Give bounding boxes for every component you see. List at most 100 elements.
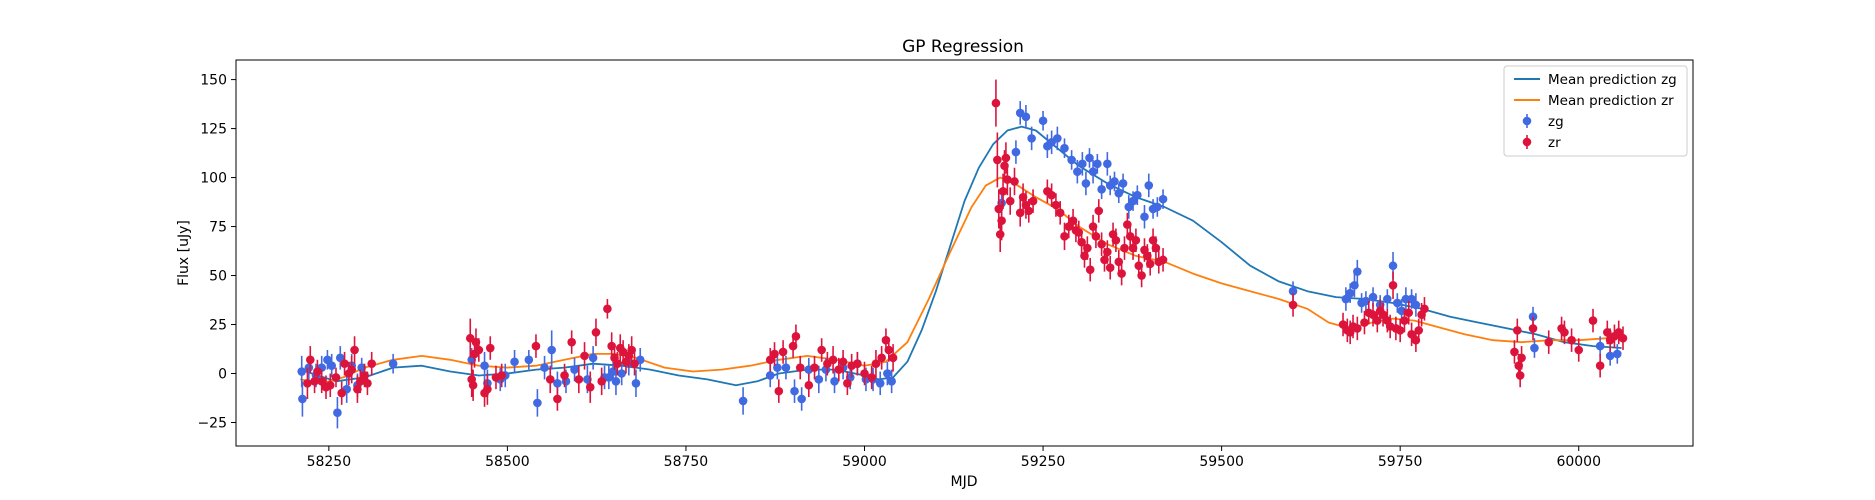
- legend-label: zr: [1548, 135, 1561, 151]
- marker: [1088, 167, 1098, 176]
- y-tick-label: 0: [218, 367, 227, 383]
- marker: [1055, 208, 1065, 218]
- marker: [1158, 194, 1168, 204]
- marker: [1028, 196, 1038, 206]
- data-point-zr: [1517, 346, 1526, 370]
- marker: [1024, 206, 1034, 216]
- data-point-zr: [1618, 326, 1628, 350]
- x-tick-label: 59750: [1378, 454, 1423, 470]
- data-point-zr: [867, 365, 876, 390]
- marker: [1021, 112, 1031, 122]
- data-point-zr: [843, 371, 852, 396]
- marker: [770, 349, 779, 359]
- data-point-zr: [303, 367, 312, 399]
- x-tick-label: 58250: [307, 454, 352, 470]
- data-point-zg: [1158, 189, 1168, 209]
- marker: [1530, 343, 1539, 353]
- y-tick-label: 150: [200, 73, 227, 89]
- data-point-zr: [1288, 293, 1298, 317]
- marker: [814, 375, 824, 384]
- marker: [1288, 300, 1298, 310]
- data-point-zg: [738, 387, 748, 415]
- data-point-zr: [1595, 353, 1605, 378]
- marker: [617, 369, 626, 378]
- data-point-zr: [367, 351, 377, 376]
- data-point-zr: [1055, 201, 1065, 225]
- data-point-zg: [1411, 293, 1421, 317]
- data-point-zr: [1414, 318, 1424, 343]
- data-point-zg: [547, 330, 556, 370]
- marker: [875, 378, 885, 388]
- marker: [497, 371, 506, 380]
- marker: [1097, 239, 1106, 249]
- marker: [1111, 235, 1121, 245]
- data-point-zr: [1567, 328, 1576, 352]
- marker: [553, 394, 562, 404]
- marker: [483, 384, 492, 394]
- data-point-zr: [1158, 248, 1168, 272]
- marker: [1567, 335, 1576, 345]
- data-point-zr: [1097, 232, 1106, 256]
- marker: [1528, 324, 1538, 333]
- marker: [797, 394, 806, 404]
- marker: [1003, 175, 1012, 184]
- marker: [1103, 247, 1112, 257]
- data-point-zr: [340, 351, 349, 376]
- data-point-zg: [1612, 344, 1622, 364]
- marker: [337, 388, 347, 398]
- marker: [790, 386, 799, 396]
- data-point-zr: [1028, 189, 1038, 213]
- data-point-zr: [1544, 330, 1554, 354]
- data-point-zr: [597, 367, 606, 396]
- marker: [1085, 153, 1094, 163]
- data-point-zr: [997, 201, 1006, 241]
- marker: [485, 343, 495, 353]
- data-point-zr: [1515, 363, 1525, 388]
- marker: [1420, 304, 1429, 314]
- marker: [1618, 333, 1628, 343]
- data-point-zr: [774, 379, 784, 403]
- data-point-zr: [1083, 236, 1092, 260]
- data-point-zr: [574, 365, 584, 394]
- data-point-zr: [1001, 142, 1011, 174]
- data-point-zr: [363, 371, 372, 396]
- data-point-zg: [617, 361, 626, 386]
- marker: [540, 363, 549, 372]
- marker: [367, 359, 377, 369]
- marker: [1137, 271, 1146, 280]
- data-point-zr: [791, 324, 801, 349]
- marker: [1094, 206, 1104, 216]
- marker: [884, 345, 894, 355]
- marker: [853, 359, 862, 369]
- data-point-zg: [1103, 152, 1112, 176]
- marker: [591, 328, 601, 337]
- marker: [1353, 267, 1362, 276]
- data-point-zr: [1010, 167, 1019, 196]
- marker: [363, 378, 372, 388]
- data-point-zr: [313, 359, 322, 384]
- marker: [1085, 265, 1095, 274]
- x-tick-label: 59000: [842, 454, 887, 470]
- marker: [1010, 177, 1019, 186]
- marker: [1047, 190, 1056, 200]
- data-point-zr: [1574, 338, 1584, 362]
- marker: [474, 345, 484, 355]
- data-point-zr: [1105, 255, 1115, 280]
- data-point-zr: [1060, 222, 1069, 251]
- data-point-zr: [347, 355, 357, 384]
- marker: [1114, 188, 1124, 198]
- marker: [1091, 232, 1101, 241]
- data-point-zg: [1110, 171, 1119, 192]
- legend-label: zg: [1548, 114, 1564, 130]
- marker: [1605, 351, 1615, 361]
- data-point-zr: [1117, 261, 1126, 286]
- marker: [828, 355, 838, 365]
- plot-area: [297, 79, 1628, 429]
- data-point-zr: [585, 371, 595, 403]
- marker: [1353, 324, 1362, 333]
- marker: [1388, 281, 1398, 290]
- marker: [1574, 345, 1584, 355]
- marker: [611, 377, 621, 386]
- marker: [1078, 159, 1087, 169]
- marker: [1288, 286, 1298, 296]
